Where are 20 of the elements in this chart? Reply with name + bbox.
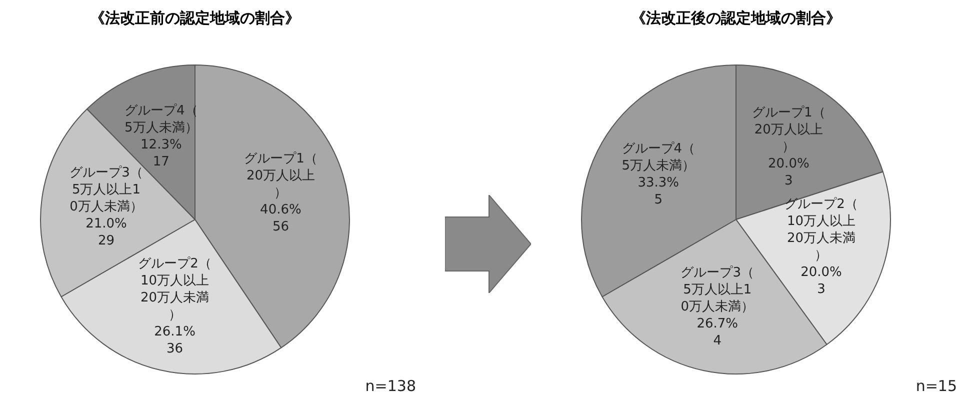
data-label: 26.1% 36 xyxy=(154,324,196,357)
slice-label: グループ3（5万人以上10万人未満） xyxy=(70,166,143,215)
data-label: 12.3% 17 xyxy=(140,137,182,170)
chart-title: 《法改正前の認定地域の割合》 xyxy=(90,8,300,27)
data-label: 20.0% 3 xyxy=(768,156,810,188)
slice-label: グループ1（20万人以上） xyxy=(244,152,318,201)
data-label: 21.0% 29 xyxy=(86,216,127,249)
text: n=138 xyxy=(365,376,416,395)
slice-label: グループ3（5万人以上10万人未満） xyxy=(680,266,754,315)
data-label: 20.0% 3 xyxy=(800,265,842,298)
data-label: 40.6% 56 xyxy=(260,202,302,235)
slice-label: グループ4（5万人未満） xyxy=(622,142,696,174)
data-label: 33.3% 5 xyxy=(638,176,680,208)
data-label: 26.7% 4 xyxy=(696,316,738,349)
slice-label: グループ4（5万人未満） xyxy=(124,103,198,136)
text: n=15 xyxy=(916,376,957,395)
chart-title: 《法改正後の認定地域の割合》 xyxy=(631,8,841,27)
slice-label: グループ2（10万人以上20万人未満） xyxy=(784,197,858,264)
slice-label: グループ2（10万人以上20万人未満） xyxy=(138,256,212,323)
slice-label: グループ1（20万人以上） xyxy=(752,105,826,154)
